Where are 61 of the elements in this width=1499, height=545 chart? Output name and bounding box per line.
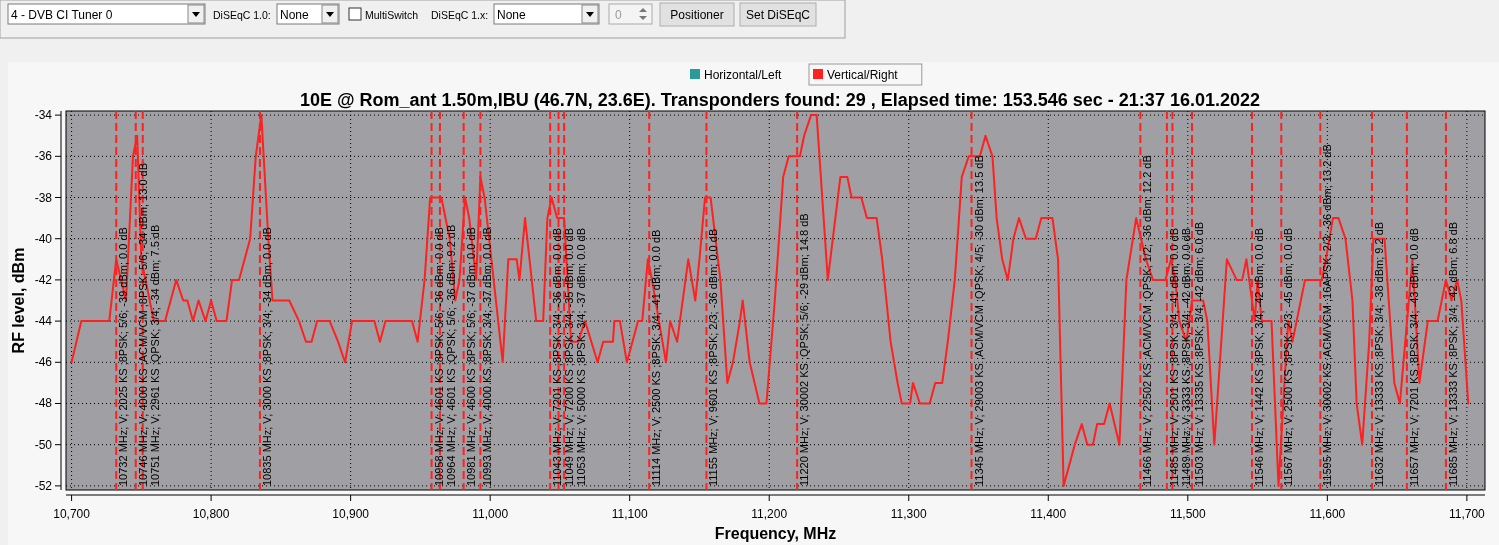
ref-line-label: 11503 MHz; V; 13335 KS ;8PSK; 3/4; -42 dBm; 6.0 dB — [1192, 221, 1205, 486]
x-tick-label: 11,000 — [472, 507, 509, 521]
legend-label: Vertical/Right — [827, 68, 899, 82]
y-tick-label: -48 — [34, 396, 53, 411]
line-series — [70, 114, 1470, 487]
ref-line-label: 11049 MHz; V; 7200 KS ;8PSK; 3/4; -35 dBm; 0.0 dB — [563, 227, 576, 486]
ref-line-label: 10958 MHz; V; 4601 KS ;8PSK; 5/6; -36 dBm; 0.0 dB — [432, 227, 445, 486]
ref-line-label: 10746 MHz; V; 4000 KS ;ACM/VCM ;8PSK; 5/6; -34 dBm; 13.0 dB — [136, 162, 149, 486]
y-tick-label: -46 — [34, 355, 53, 370]
x-tick-label: 11,700 — [1448, 507, 1486, 521]
y-tick-label: -44 — [34, 314, 53, 329]
x-tick-label: 11,100 — [611, 507, 648, 521]
ref-line-label: 11345 MHz; V; 29003 KS ;ACM/VCM ;QPSK; 4/5; -30 dBm; 13.5 dB — [972, 155, 985, 486]
y-tick-label: -34 — [34, 108, 53, 123]
ref-line-label: 10964 MHz; V; 4601 KS ;QPSK; 5/6; -36 dBm; 9.2 dB — [444, 224, 457, 486]
x-tick-label: 10,800 — [192, 507, 230, 521]
y-tick-label: -42 — [34, 272, 53, 287]
ref-line-label: 11632 MHz; V; 13333 KS ;8PSK; 3/4; -38 dBm; 9.2 dB — [1372, 221, 1385, 486]
ref-line-label: 11685 MHz; V; 13333 KS ;8PSK; 3/4; -42 dBm; 6.8 dB — [1446, 221, 1459, 486]
text: None — [497, 8, 527, 22]
ref-line-label: 11220 MHz; V; 30002 KS ;QPSK; 5/6; -29 dBm; 14.8 dB — [798, 213, 811, 486]
ref-line-label: 11053 MHz; V; 5000 KS ;8PSK; 3/4; -37 dBm; 0.0 dB — [575, 227, 588, 486]
x-tick-label: 11,600 — [1309, 507, 1346, 521]
legend-label: Horizontal/Left — [704, 68, 783, 82]
ref-line-label: 11546 MHz; V; 1442 KS ;8PSK; 3/4; -42 dBm; 0.0 dB — [1252, 227, 1265, 486]
ref-line-label: 11155 MHz; V; 9601 KS ;8PSK; 2/3; -36 dBm; 0.0 dB — [707, 228, 720, 486]
text: 0 — [615, 8, 622, 22]
chart-title: 10E @ Rom_ant 1.50m,IBU (46.7N, 23.6E). Transponders found: 29 , Elapsed time: 153.546 sec - 21:37 16.01.2022 — [300, 90, 1260, 110]
ref-line-label: 11595 MHz; V; 30002 KS ;ACM/VCM ;16APSK; 2/3; -36 dBm; 13.2 dB — [1321, 144, 1334, 486]
x-tick-label: 11,300 — [890, 507, 927, 521]
ref-line-label: 10751 MHz; V; 2961 KS ;QPSK; 3/4; -34 dBm; 7.5 dB — [148, 224, 161, 486]
x-tick-label: 11,400 — [1030, 507, 1067, 521]
text: DiSEqC 1.x: — [431, 9, 489, 21]
text: None — [280, 8, 310, 22]
ref-line-label: 11567 MHz; V; 2500 KS ;8PSK; 2/3; -45 dBm; 0.0 dB — [1282, 227, 1295, 486]
ref-line-label: 11114 MHz; V; 2500 KS ;8PSK; 3/4; -41 dBm; 0.0 dB — [650, 229, 663, 486]
ref-line-label: 11485 MHz; V; 2501 KS ;8PSK; 3/4; -41 dBm; 0.0 dB — [1167, 227, 1180, 486]
y-tick-label: -50 — [34, 437, 53, 452]
x-tick-label: 10,700 — [53, 507, 91, 521]
x-axis-title: Frequency, MHz — [714, 525, 837, 542]
text: Set DiSEqC — [745, 8, 811, 22]
ref-line-label: 10732 MHz; V; 2025 KS ;8PSK; 5/6; -39 dBm; 0.0 dB — [117, 227, 130, 486]
y-tick-label: -36 — [34, 149, 53, 164]
y-tick-label: -40 — [34, 231, 53, 246]
ref-line-label: 10835 MHz; V; 3000 KS ;8PSK; 3/4; -34 dBm; 0.0 dB — [260, 227, 273, 486]
text: 4 - DVB CI Tuner 0 — [11, 8, 113, 22]
y-tick-label: -38 — [34, 190, 53, 205]
ref-line-label: 11489 MHz; V; 3333 KS ;8PSK; 3/4; -42 dBm; 0.0 dB — [1179, 227, 1192, 486]
y-axis-title: RF level, dBm — [10, 247, 27, 354]
x-tick-label: 11,500 — [1169, 507, 1207, 521]
ref-line-label: 10981 MHz; V; 4600 KS ;8PSK; 5/6; -37 dBm; 0.0 dB — [464, 227, 477, 486]
text: MultiSwitch — [365, 9, 419, 21]
ref-line-label: 11043 MHz; V; 7201 KS ;8PSK; 3/4; -36 dBm; 0.0 dB — [551, 227, 564, 486]
x-tick-label: 10,900 — [332, 507, 370, 521]
text: Positioner — [670, 8, 724, 22]
x-tick-label: 11,200 — [751, 507, 788, 521]
y-tick-label: -52 — [34, 478, 53, 493]
text: DiSEqC 1.0: — [213, 9, 271, 21]
ref-line-label: 11657 MHz; V; 7201 KS ;8PSK; 3/4; -43 dBm; 0.0 dB — [1407, 227, 1420, 486]
ref-line-label: 11466 MHz; V; 22502 KS ;ACM/VCM ;QPSK; 1/2; -36 dBm; 12.2 dB — [1141, 155, 1154, 486]
ref-line-label: 10993 MHz; V; 4000 KS ;8PSK; 3/4; -37 dBm; 0.0 dB — [481, 227, 494, 486]
